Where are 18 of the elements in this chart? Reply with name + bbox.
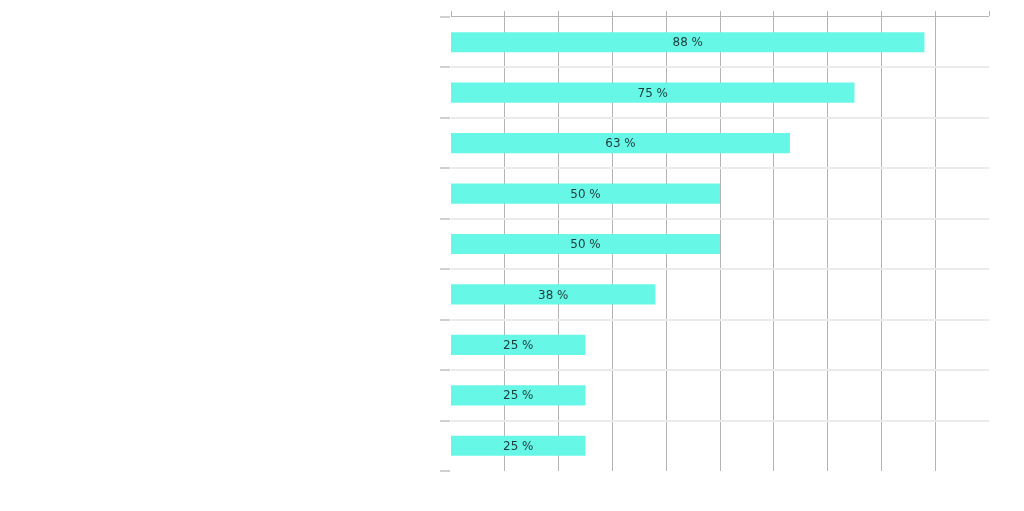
data-label: 63 % <box>605 136 636 151</box>
bar <box>451 334 586 355</box>
bar <box>451 233 720 255</box>
bar <box>451 32 925 53</box>
data-label: 50 % <box>570 186 601 201</box>
bar <box>451 435 586 456</box>
data-label: 38 % <box>538 287 569 302</box>
bar <box>451 385 586 406</box>
data-label: 25 % <box>503 438 534 453</box>
bar <box>451 284 656 305</box>
bar <box>451 133 790 154</box>
bar <box>451 183 720 204</box>
data-label: 88 % <box>672 35 703 50</box>
data-label: 75 % <box>637 85 668 100</box>
data-label: 25 % <box>503 337 534 352</box>
data-label: 25 % <box>503 388 534 403</box>
bar <box>451 82 855 103</box>
data-label: 50 % <box>570 237 601 252</box>
